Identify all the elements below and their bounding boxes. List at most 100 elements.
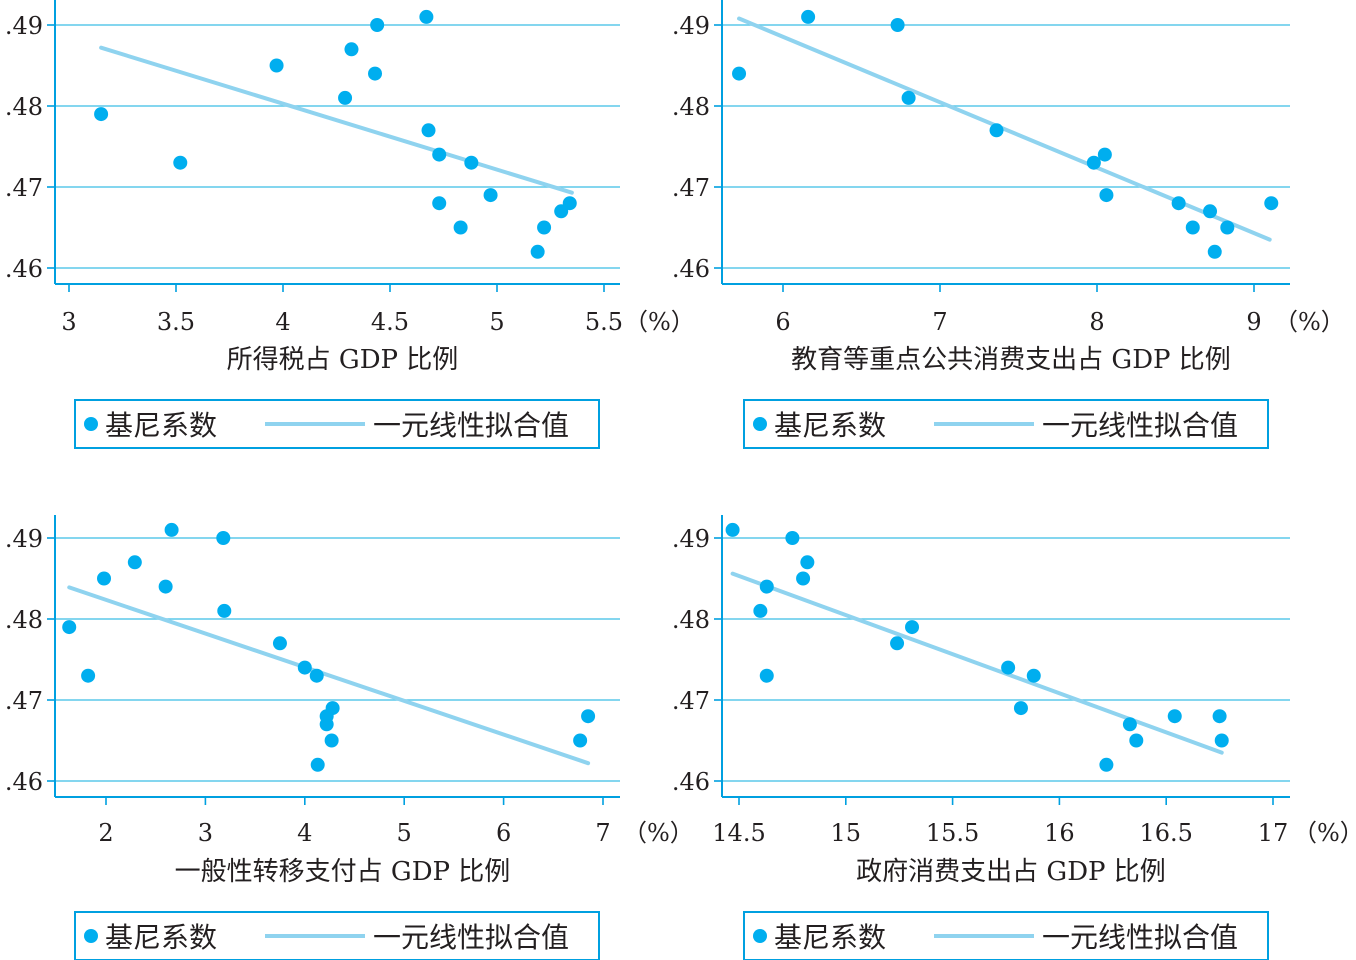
x-tick-label: 5 <box>489 308 504 336</box>
data-point <box>324 733 339 748</box>
chart-panel-4: .46 .47 .48 .49 14.5 15 15.5 16 16.5 17（%） 政府消费支出占… <box>672 515 1356 960</box>
data-point <box>419 9 434 24</box>
x-tick-label: 6 <box>775 308 790 336</box>
y-tick-label: .46 <box>672 255 710 283</box>
y-tick-label: .48 <box>672 93 710 121</box>
data-point <box>338 90 353 105</box>
x-axis-title: 所得税占 GDP 比例 <box>227 345 459 375</box>
data-point <box>1214 733 1229 748</box>
legend: 基尼系数 一元线性拟合值 <box>74 399 600 449</box>
data-point <box>483 188 498 203</box>
x-axis-title: 一般性转移支付占 GDP 比例 <box>175 857 511 887</box>
x-tick-label: 8 <box>1089 308 1104 336</box>
chart-panel-3: .46 .47 .48 .49 2 3 4 5 6 7 （%） 一般性转移支付占 GDP 比例基尼系数… <box>5 515 694 960</box>
y-tick-label: .48 <box>672 606 710 634</box>
x-tick-label: 9 <box>1246 308 1261 336</box>
data-point <box>1185 220 1200 235</box>
data-point <box>1212 709 1227 724</box>
data-point <box>309 668 324 683</box>
y-tick-label: .46 <box>5 768 43 796</box>
legend-dot-label: 基尼系数 <box>105 921 217 954</box>
data-point <box>432 196 447 211</box>
data-point <box>905 620 920 635</box>
data-point <box>759 668 774 683</box>
legend-dot-label: 基尼系数 <box>774 409 886 442</box>
data-point <box>272 636 287 651</box>
fit-line <box>737 16 1272 242</box>
y-tick-label: .48 <box>5 93 43 121</box>
data-point <box>432 147 447 162</box>
data-point <box>370 18 385 32</box>
y-tick-label: .49 <box>672 525 710 553</box>
x-tick-label: 3.5 <box>157 308 195 336</box>
data-point <box>1203 204 1218 219</box>
data-point <box>537 220 552 235</box>
legend-dot-marker <box>753 417 767 431</box>
data-point <box>732 66 747 81</box>
data-point <box>1026 668 1041 683</box>
data-point <box>800 555 815 570</box>
data-point <box>1001 660 1016 675</box>
y-tick-label: .49 <box>672 12 710 40</box>
legend-dot-marker <box>84 417 98 431</box>
data-point <box>785 531 800 545</box>
x-tick-label: 4.5 <box>371 308 409 336</box>
data-point <box>269 58 284 73</box>
chart-panel-2: .46 .47 .48 .49 6 7 8 9 （%） 教育等重点公共消费支出占 GDP 比例基尼… <box>672 0 1345 449</box>
fit-line <box>99 45 574 195</box>
data-point <box>1122 717 1137 732</box>
legend-box <box>74 399 600 449</box>
data-point <box>1264 196 1279 211</box>
data-point <box>97 571 112 586</box>
data-point <box>81 668 96 683</box>
x-tick-label: 7 <box>595 819 610 847</box>
legend-line-label: 一元线性拟合值 <box>373 409 569 442</box>
x-tick-label: 5 <box>397 819 412 847</box>
data-point <box>173 155 188 170</box>
x-axis-title: 教育等重点公共消费支出占 GDP 比例 <box>791 345 1231 375</box>
y-tick-label: .47 <box>5 687 43 715</box>
data-point <box>1097 147 1112 162</box>
data-point <box>801 9 816 24</box>
data-point <box>890 18 905 32</box>
data-point <box>753 603 768 618</box>
chart-panel-1: .46 .47 .48 .49 3 3.5 4 4.5 5 5.5 （%） 所得税占 GDP 比例基尼… <box>5 0 695 449</box>
legend: 基尼系数 一元线性拟合值 <box>743 911 1269 960</box>
y-tick-label: .47 <box>5 174 43 202</box>
data-point <box>1013 701 1028 716</box>
x-tick-label: 2 <box>98 819 113 847</box>
x-tick-label: 17 <box>1258 819 1289 847</box>
x-tick-label: 4 <box>297 819 312 847</box>
legend-line-label: 一元线性拟合值 <box>1042 921 1238 954</box>
x-tick-label: 15 <box>831 819 862 847</box>
legend-dot-label: 基尼系数 <box>105 409 217 442</box>
data-point <box>573 733 588 748</box>
data-point <box>1220 220 1235 235</box>
x-tick-label: 16.5 <box>1139 819 1192 847</box>
data-point <box>310 757 325 772</box>
legend: 基尼系数 一元线性拟合值 <box>74 911 600 960</box>
x-tick-label: 5.5 <box>585 308 623 336</box>
data-point <box>725 522 740 537</box>
data-point <box>421 123 436 138</box>
x-tick-label: 6 <box>496 819 511 847</box>
data-point <box>464 155 479 170</box>
y-tick-label: .49 <box>5 12 43 40</box>
data-point <box>530 244 545 259</box>
data-point <box>890 636 905 651</box>
x-tick-label: 7 <box>932 308 947 336</box>
x-unit-label: （%） <box>624 308 695 336</box>
data-point <box>1129 733 1144 748</box>
x-tick-label: 14.5 <box>712 819 765 847</box>
legend-dot-marker <box>84 929 98 943</box>
data-point <box>217 603 232 618</box>
y-tick-label: .48 <box>5 606 43 634</box>
y-tick-label: .47 <box>672 687 710 715</box>
data-point <box>581 709 596 724</box>
legend-line-label: 一元线性拟合值 <box>373 921 569 954</box>
data-point <box>1099 188 1114 203</box>
legend: 基尼系数 一元线性拟合值 <box>743 399 1269 449</box>
x-unit-label: （%） <box>1293 819 1356 847</box>
data-point <box>1171 196 1186 211</box>
